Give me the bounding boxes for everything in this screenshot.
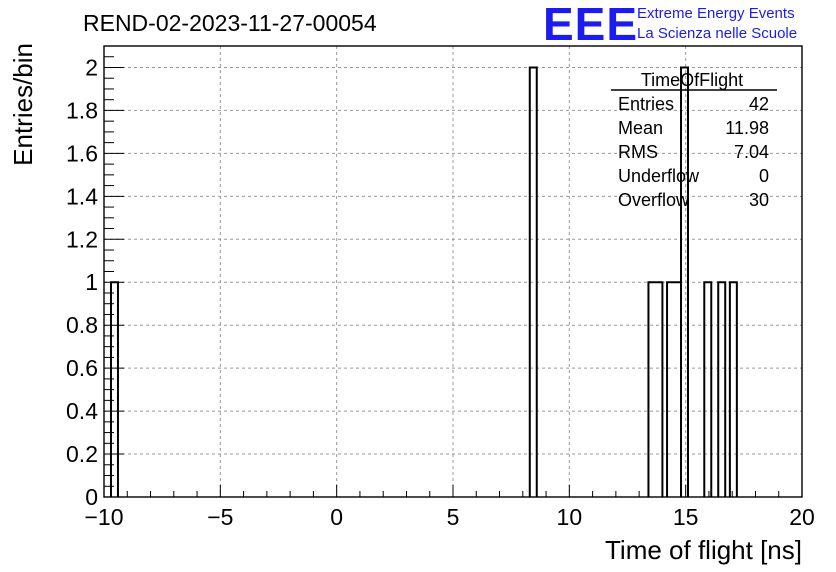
y-tick-label: 0.6 bbox=[66, 355, 98, 381]
y-tick-label: 2 bbox=[85, 54, 98, 80]
x-tick-label: 20 bbox=[789, 504, 815, 530]
x-tick-label: 0 bbox=[330, 504, 343, 530]
y-tick-label: 0.4 bbox=[66, 398, 98, 424]
histogram-bin-2 bbox=[648, 282, 662, 497]
stats-box: TimeOfFlight Entries 42 Mean 11.98 RMS 7.04 Und… bbox=[611, 70, 777, 210]
y-tick-label: 0 bbox=[85, 484, 98, 510]
histogram-bin-5 bbox=[704, 282, 711, 497]
chart-title: REND-02-2023-11-27-00054 bbox=[83, 10, 377, 36]
histogram-bin-6 bbox=[718, 282, 725, 497]
stats-label-entries: Entries bbox=[618, 94, 674, 114]
stats-value-underflow: 0 bbox=[759, 166, 769, 186]
x-tick-label: 5 bbox=[447, 504, 460, 530]
y-tick-label: 0.2 bbox=[66, 441, 98, 467]
y-tick-label: 1.2 bbox=[66, 226, 98, 252]
stats-value-rms: 7.04 bbox=[734, 142, 769, 162]
y-tick-label: 1.8 bbox=[66, 97, 98, 123]
histogram-bin-7 bbox=[730, 282, 737, 497]
logo-line-2: La Scienza nelle Scuole bbox=[637, 25, 798, 42]
stats-label-underflow: Underflow bbox=[618, 166, 700, 186]
histogram-bin-3 bbox=[667, 282, 681, 497]
stats-value-entries: 42 bbox=[749, 94, 769, 114]
stats-label-mean: Mean bbox=[618, 118, 663, 138]
y-tick-label: 1.6 bbox=[66, 140, 98, 166]
stats-value-mean: 11.98 bbox=[725, 118, 769, 138]
stats-title: TimeOfFlight bbox=[641, 70, 743, 90]
stats-label-rms: RMS bbox=[618, 142, 658, 162]
x-tick-label: 10 bbox=[557, 504, 583, 530]
y-tick-label: 1.4 bbox=[66, 183, 98, 209]
y-tick-label: 1 bbox=[85, 269, 98, 295]
logo-line-1: Extreme Energy Events bbox=[637, 5, 795, 22]
eee-logo: EEE bbox=[543, 0, 639, 50]
stats-label-overflow: Overflow bbox=[618, 190, 690, 210]
stats-value-overflow: 30 bbox=[749, 190, 769, 210]
x-tick-label: −5 bbox=[207, 504, 233, 530]
y-axis-label: Entries/bin bbox=[8, 43, 38, 166]
x-tick-label: 15 bbox=[673, 504, 699, 530]
x-axis-label: Time of flight [ns] bbox=[605, 535, 802, 565]
y-tick-label: 0.8 bbox=[66, 312, 98, 338]
x-tick-label: −10 bbox=[84, 504, 123, 530]
